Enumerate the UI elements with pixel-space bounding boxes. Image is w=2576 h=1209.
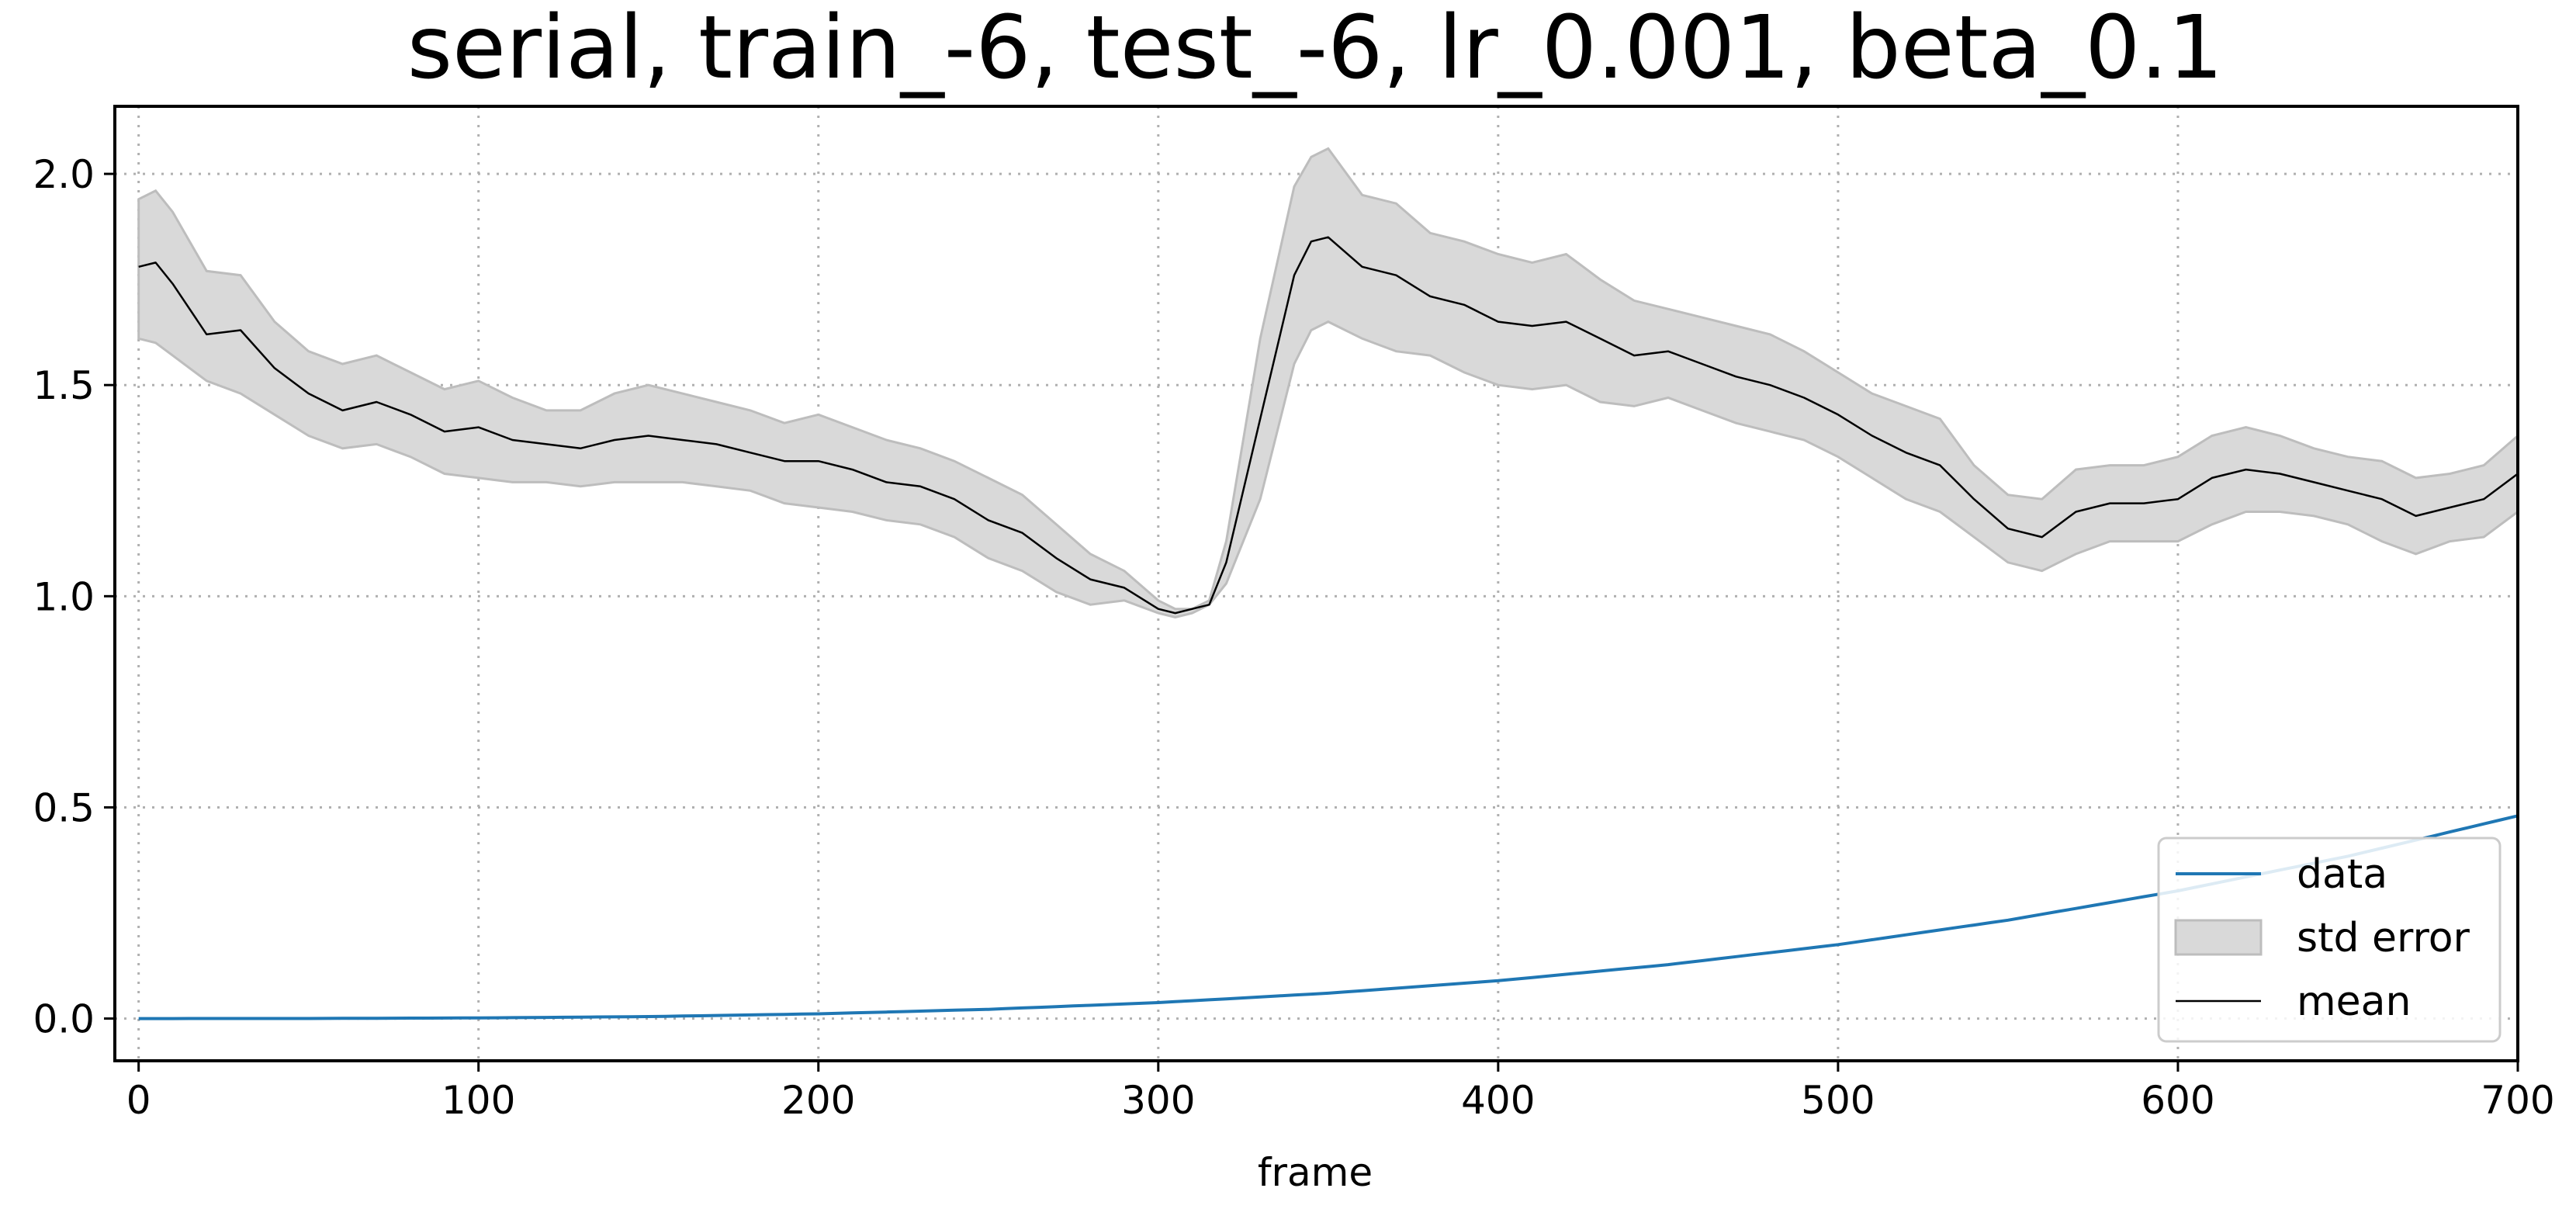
- series-lines-group: [138, 236, 2519, 1020]
- y-tick-label: 2.0: [33, 152, 95, 197]
- mean-series-line: [138, 236, 2519, 615]
- legend-label: data: [2297, 851, 2387, 898]
- y-tick-label: 1.5: [33, 363, 95, 408]
- x-tick-label: 0: [126, 1078, 151, 1123]
- x-ticks: 0 100 200 300 400 500 600 700: [126, 1061, 2555, 1123]
- x-axis-label: frame: [1258, 1150, 1373, 1195]
- x-tick-label: 100: [441, 1078, 515, 1123]
- x-tick-label: 600: [2141, 1078, 2214, 1123]
- chart-title: serial, train_-6, test_-6, lr_0.001, bet…: [407, 0, 2224, 99]
- y-ticks: 0.0 0.5 1.0 1.5 2.0: [33, 152, 115, 1042]
- legend-label: std error: [2297, 915, 2470, 961]
- x-tick-label: 300: [1121, 1078, 1195, 1123]
- x-tick-label: 400: [1461, 1078, 1535, 1123]
- legend: data std error mean: [2157, 837, 2502, 1043]
- legend-label: mean: [2297, 979, 2411, 1025]
- legend-swatch-std-error: [2174, 919, 2263, 956]
- x-tick-label: 200: [781, 1078, 855, 1123]
- x-tick-label: 700: [2481, 1078, 2554, 1123]
- data-series-line: [138, 814, 2519, 1020]
- y-tick-label: 0.5: [33, 785, 95, 830]
- x-tick-label: 500: [1801, 1078, 1875, 1123]
- plot-frame: [113, 105, 2519, 1062]
- y-tick-label: 1.0: [33, 574, 95, 619]
- y-tick-label: 0.0: [33, 997, 95, 1042]
- legend-box: [2157, 837, 2502, 1043]
